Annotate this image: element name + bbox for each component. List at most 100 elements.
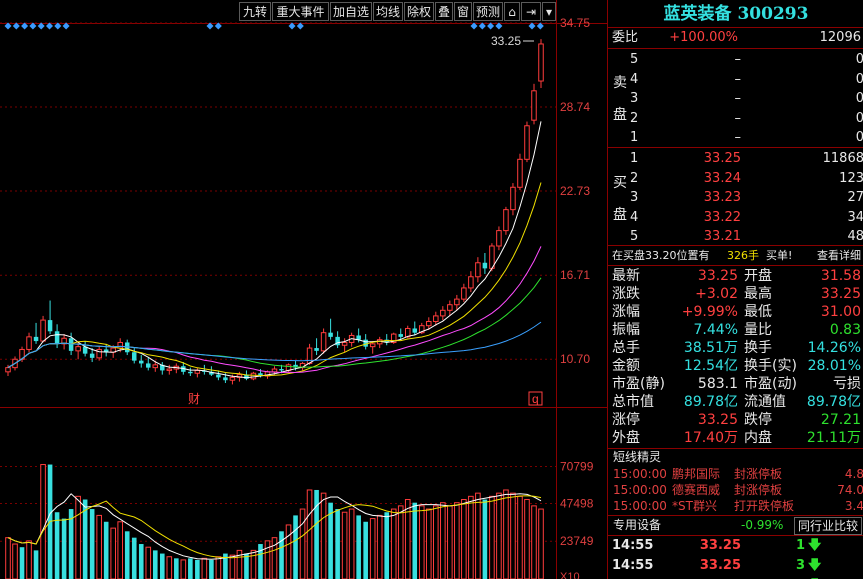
volume-bar — [145, 546, 152, 579]
sell-level-row[interactable]: 4 –0 — [608, 70, 863, 89]
event-diamond-icon[interactable] — [29, 22, 37, 30]
news-item[interactable]: 15:00:00 德赛西威 封涨停板 74.0 — [608, 482, 863, 498]
event-diamond-icon[interactable] — [528, 22, 536, 30]
event-diamond-icon[interactable] — [4, 22, 12, 30]
stat-value: +3.02 — [695, 286, 738, 302]
event-diamond-icon[interactable] — [296, 22, 304, 30]
candle-body — [124, 342, 130, 353]
level-number: 3 — [630, 190, 639, 205]
volume-bar — [244, 553, 249, 579]
buy-level-row[interactable]: 2 33.24 123 — [608, 169, 863, 188]
event-diamond-icon[interactable] — [487, 22, 495, 30]
volume-bar — [131, 537, 137, 579]
volume-bar — [117, 521, 124, 579]
candle-body — [531, 90, 537, 121]
event-diamond-icon[interactable] — [46, 22, 53, 30]
news-value: 4.8 — [844, 467, 863, 481]
sell-level-row[interactable]: 3 –0 — [608, 89, 863, 108]
stat-row: 涨跌 +3.02 最高 33.25 — [608, 285, 863, 303]
volume-bar — [124, 531, 130, 579]
stat-label: 开盘 — [744, 268, 772, 284]
level-number: 3 — [630, 91, 639, 106]
stat-value: 583.1 — [697, 376, 738, 392]
event-diamond-icon[interactable] — [206, 22, 214, 30]
volume-bar — [188, 558, 193, 579]
stat-value: 89.78亿 — [683, 394, 738, 410]
event-diamond-icon[interactable] — [37, 22, 45, 30]
stat-label: 外盘 — [612, 430, 640, 446]
candle-body — [341, 341, 348, 346]
candle-body — [223, 377, 228, 381]
volume-bar — [384, 512, 390, 579]
moving-average-button[interactable]: 均线 — [373, 2, 403, 21]
event-diamond-icon[interactable] — [54, 22, 62, 30]
buy-level-row[interactable]: 1 33.25 11868 — [608, 149, 863, 168]
event-diamond-icon[interactable] — [21, 22, 29, 30]
volume-bar — [54, 512, 60, 579]
news-time: 15:00:00 — [613, 499, 667, 513]
event-diamond-icon[interactable] — [288, 22, 296, 30]
stat-label: 换手(实) — [744, 358, 797, 374]
sell-level-row[interactable]: 2 –0 — [608, 109, 863, 128]
view-detail-link[interactable]: 查看详细 — [817, 249, 861, 262]
chevron-down-icon[interactable]: ▾ — [542, 2, 556, 21]
volume-bar — [538, 508, 544, 579]
event-diamond-icon[interactable] — [214, 22, 222, 30]
stat-row: 最新 33.25 开盘 31.58 — [608, 267, 863, 285]
major-events-button[interactable]: 重大事件 — [272, 2, 329, 21]
window-button[interactable]: 窗 — [454, 2, 472, 21]
sell-level-row[interactable]: 1 –0 — [608, 128, 863, 147]
event-diamond-icon[interactable] — [62, 22, 70, 30]
volume-bar — [314, 489, 319, 579]
short-term-elf-header[interactable]: 短线精灵 — [608, 449, 863, 466]
stat-label: 涨跌 — [612, 286, 640, 302]
volume-bar — [524, 499, 530, 579]
tick-row: 14:55 33.25 3 🡇 — [608, 556, 863, 575]
candle-body — [320, 332, 327, 352]
event-diamond-icon[interactable] — [12, 22, 20, 30]
weibi-row: 委比 +100.00% 12096 — [608, 29, 863, 47]
q-marker[interactable] — [528, 391, 543, 406]
buy-level-row[interactable]: 5 33.21 48 — [608, 227, 863, 246]
finance-report-marker[interactable] — [186, 391, 202, 405]
buy-level-row[interactable]: 3 33.23 27 — [608, 188, 863, 207]
news-item[interactable]: 15:00:00 *ST群兴 打开跌停板 3.4 — [608, 498, 863, 514]
jiuzhuan-button[interactable]: 九转 — [239, 2, 271, 21]
home-icon[interactable]: ⌂ — [504, 2, 520, 21]
level-volume: 123 — [839, 170, 863, 186]
overlay-button[interactable]: 叠 — [435, 2, 453, 21]
level-price: – — [734, 130, 742, 145]
event-diamond-icon[interactable] — [478, 22, 486, 30]
volume-bar — [306, 489, 313, 579]
volume-bar — [412, 502, 418, 579]
buy-level-row[interactable]: 4 33.22 34 — [608, 208, 863, 227]
news-item[interactable]: 15:00:00 鹏邦国际 封涨停板 4.8 — [608, 466, 863, 482]
compare-industry-button[interactable]: 同行业比较 — [794, 517, 863, 535]
volume-bar — [209, 559, 214, 579]
add-watchlist-button[interactable]: 加自选 — [330, 2, 372, 21]
level-number: 5 — [630, 229, 639, 244]
volume-bar — [5, 537, 11, 579]
candle-body — [54, 331, 60, 344]
volume-bar — [404, 499, 411, 579]
notice-suffix: 买单! — [766, 249, 793, 262]
candle-body — [468, 276, 474, 289]
news-event: 打开跌停板 — [734, 499, 795, 513]
q-marker-label: q — [532, 392, 539, 406]
event-diamond-icon[interactable] — [536, 22, 544, 30]
kline-chart-panel[interactable]: 34.75 28.74 22.73 16.71 10.70 70799 47498 23749… — [0, 0, 607, 579]
candle-body — [75, 346, 81, 352]
event-diamond-icon[interactable] — [470, 22, 478, 30]
weibi-label: 委比 — [612, 30, 639, 45]
jump-end-icon[interactable]: ⇥ — [521, 2, 541, 21]
kline-chart-canvas[interactable]: 34.75 28.74 22.73 16.71 10.70 70799 47498 23749… — [0, 0, 607, 579]
candle-body — [398, 334, 403, 337]
stat-label: 流通值 — [744, 394, 786, 410]
candle-body — [166, 368, 173, 371]
sell-level-row[interactable]: 5 –0 — [608, 50, 863, 69]
event-diamond-icon[interactable] — [495, 22, 503, 30]
ex-rights-button[interactable]: 除权 — [404, 2, 434, 21]
candle-body — [96, 348, 102, 359]
forecast-button[interactable]: 预测 — [473, 2, 503, 21]
stat-label: 最高 — [744, 286, 772, 302]
